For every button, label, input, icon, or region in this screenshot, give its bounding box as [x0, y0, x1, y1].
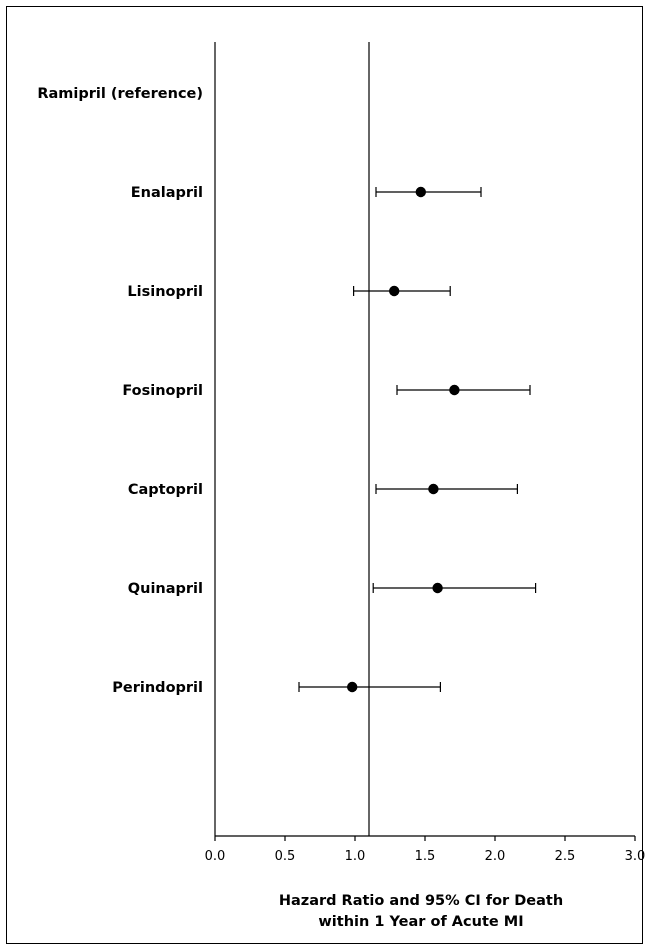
category-label: Perindopril: [112, 680, 203, 696]
x-tick-label: 2.5: [555, 849, 576, 864]
x-tick-label: 0.5: [275, 849, 296, 864]
data-points: [298, 186, 537, 693]
category-label: Quinapril: [128, 581, 203, 597]
category-label: Captopril: [128, 482, 203, 498]
figure-frame: [6, 6, 643, 944]
x-axis-title-line-1: Hazard Ratio and 95% CI for Death: [279, 893, 563, 909]
hr-marker: [432, 582, 443, 594]
hr-marker: [347, 681, 358, 693]
category-label: Ramipril (reference): [37, 86, 203, 102]
x-tick-label: 1.0: [345, 849, 366, 864]
hr-marker: [389, 285, 400, 297]
category-label: Lisinopril: [127, 284, 203, 300]
x-tick-label: 2.0: [485, 849, 506, 864]
hr-marker: [415, 186, 426, 198]
category-labels: Ramipril (reference) Enalapril Lisinopril F…: [37, 86, 203, 696]
x-tick-label: 0.0: [205, 849, 226, 864]
x-tick-label: 1.5: [415, 849, 436, 864]
x-tick-label: 3.0: [625, 849, 646, 864]
hr-marker: [428, 483, 439, 495]
category-label: Fosinopril: [122, 383, 203, 399]
x-axis-title-line-2: within 1 Year of Acute MI: [318, 914, 523, 930]
hr-marker: [449, 384, 460, 396]
x-axis-ticks: 0.0 0.5 1.0 1.5 2.0 2.5 3.0: [205, 836, 646, 864]
category-label: Enalapril: [131, 185, 203, 201]
